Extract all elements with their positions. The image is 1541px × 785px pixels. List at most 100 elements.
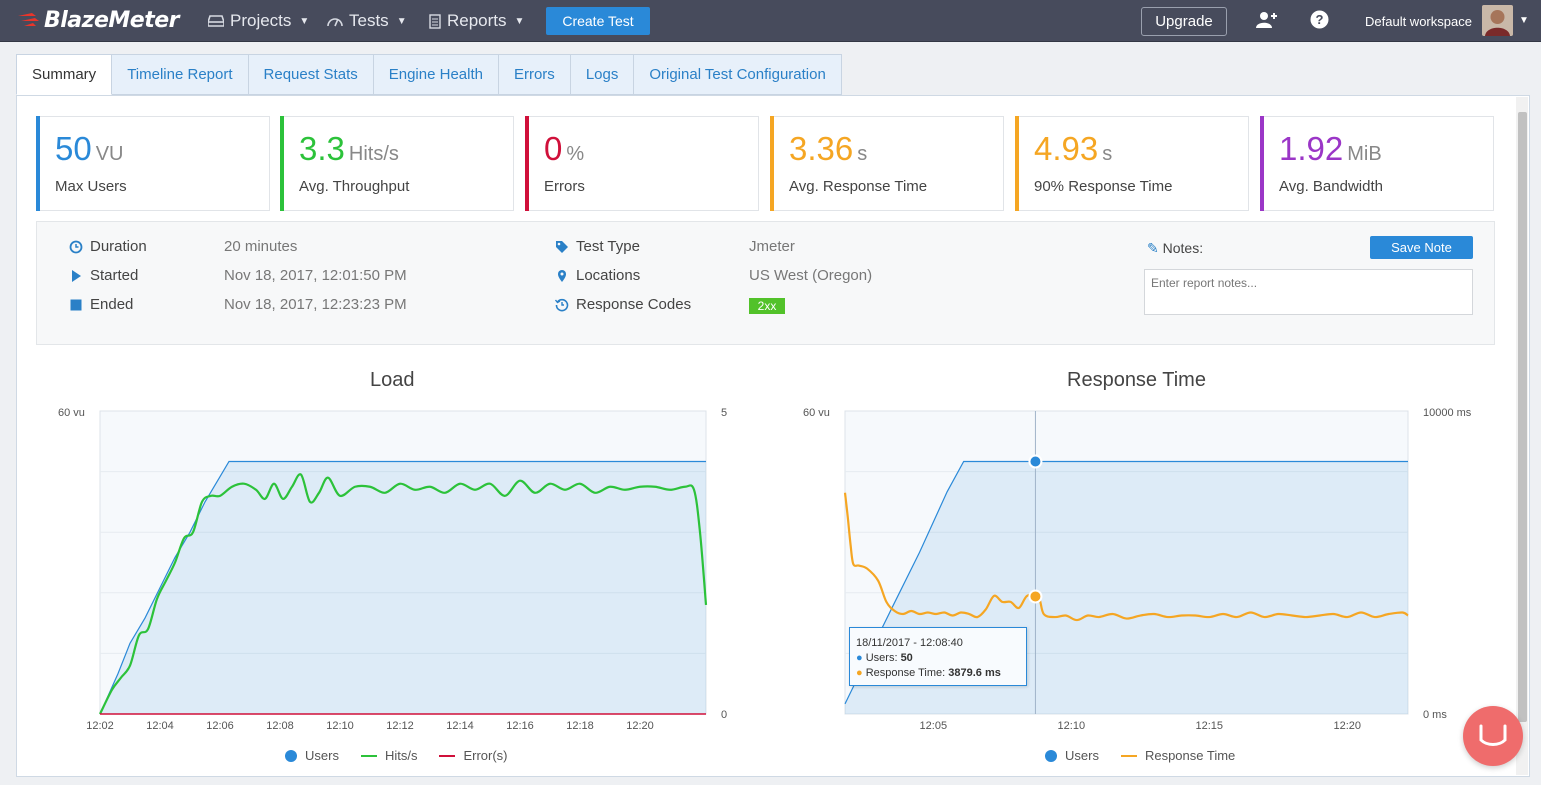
tab-logs[interactable]: Logs [570, 54, 635, 95]
load-chart-legend: Users Hits/s Error(s) [285, 748, 530, 763]
kpi-value: 3.3 Hits/s [299, 130, 399, 168]
notes-header: ✎ Notes: [1147, 240, 1203, 257]
locations-label: Locations [576, 267, 641, 284]
x-tick-label: 12:02 [86, 720, 114, 732]
ended-value: Nov 18, 2017, 12:23:23 PM [224, 296, 407, 313]
stop-icon [70, 299, 82, 310]
legend-users-label: Users [305, 748, 339, 763]
kpi-label: Errors [544, 178, 585, 195]
tooltip-users-row: ● Users: 50 [856, 651, 1020, 666]
brand-name: BlazeMeter [44, 7, 179, 33]
kpi-accent-bar [1015, 116, 1019, 211]
series-hits-s-line [99, 473, 708, 715]
kpi-avg-bandwidth: 1.92 MiB Avg. Bandwidth [1260, 116, 1494, 211]
create-test-button[interactable]: Create Test [546, 7, 650, 35]
kpi-accent-bar [1260, 116, 1264, 211]
kpi-number: 0 [544, 130, 563, 167]
tooltip-time: 18/11/2017 - 12:08:40 [856, 637, 963, 649]
legend-response-time-label: Response Time [1144, 748, 1236, 763]
legend-hits-label: Hits/s [384, 748, 418, 763]
chevron-down-icon[interactable]: ▼ [1519, 15, 1529, 26]
response-codes-row: Response Codes [554, 296, 691, 313]
save-note-button[interactable]: Save Note [1370, 236, 1473, 259]
kpi-number: 3.36 [789, 130, 854, 167]
duration-label: Duration [90, 238, 147, 255]
nav-projects-label: Projects [230, 11, 292, 30]
kpi-unit: VU [95, 143, 124, 165]
response-time-chart-title: Response Time [1067, 369, 1206, 391]
user-photo-icon [1482, 5, 1513, 36]
x-tick-label: 12:16 [506, 720, 534, 732]
map-marker-icon [558, 269, 566, 282]
tab-engine-health[interactable]: Engine Health [373, 54, 499, 95]
tooltip-users-value: 50 [900, 652, 913, 664]
rt-chart-legend: Users Response Time [1045, 748, 1257, 763]
nav-reports[interactable]: Reports ▼ [429, 11, 524, 31]
x-tick-label: 12:06 [206, 720, 234, 732]
test-type-value: Jmeter [749, 238, 795, 255]
nav-tests-label: Tests [349, 11, 389, 30]
response-codes-label: Response Codes [576, 296, 692, 313]
started-label: Started [90, 267, 139, 284]
tab-request-stats[interactable]: Request Stats [248, 54, 374, 95]
tab-errors[interactable]: Errors [498, 54, 571, 95]
nav-projects[interactable]: Projects ▼ [208, 11, 309, 31]
legend-response-time[interactable]: Response Time [1120, 748, 1236, 763]
notes-textarea[interactable] [1144, 269, 1473, 315]
avatar[interactable] [1482, 5, 1513, 36]
legend-users[interactable]: Users [1045, 748, 1099, 763]
workspace-selector[interactable]: Default workspace [1365, 14, 1472, 29]
x-tick-label: 12:04 [146, 720, 174, 732]
series-users-area [100, 461, 706, 714]
nav-tests[interactable]: Tests ▼ [327, 11, 407, 31]
flame-icon [18, 13, 39, 26]
legend-errors[interactable]: Error(s) [439, 748, 508, 763]
legend-errors-label: Error(s) [463, 748, 508, 763]
tab-summary[interactable]: Summary [16, 54, 113, 95]
kpi-number: 50 [55, 130, 92, 167]
add-user-icon[interactable] [1256, 10, 1278, 30]
kpi-accent-bar [280, 116, 284, 211]
line-icon [439, 754, 456, 757]
x-tick-label: 12:08 [266, 720, 294, 732]
load-left-axis-max: 60 vu [58, 407, 85, 419]
kpi-label: Max Users [55, 178, 127, 195]
legend-users-label: Users [1065, 748, 1099, 763]
kpi-max-users: 50 VU Max Users [36, 116, 270, 211]
x-tick-label: 12:18 [566, 720, 594, 732]
tab-original-test-configuration[interactable]: Original Test Configuration [634, 54, 842, 95]
dot-icon: ● [856, 667, 863, 679]
history-icon [554, 298, 569, 311]
rt-right-axis-max: 10000 ms [1423, 407, 1472, 419]
kpi-unit: Hits/s [348, 143, 399, 165]
svg-text:?: ? [1316, 12, 1324, 27]
blazemeter-logo[interactable]: BlazeMeter [18, 6, 179, 34]
legend-users[interactable]: Users [285, 748, 339, 763]
kpi-value: 4.93 s [1034, 130, 1112, 168]
kpi-label: 90% Response Time [1034, 178, 1173, 195]
legend-hits[interactable]: Hits/s [360, 748, 418, 763]
chevron-down-icon: ▼ [299, 15, 310, 27]
locations-row: Locations [554, 267, 640, 284]
chat-launcher-button[interactable] [1463, 706, 1523, 766]
notes-label: Notes: [1162, 240, 1204, 256]
kpi-label: Avg. Bandwidth [1279, 178, 1383, 195]
help-icon[interactable]: ? [1310, 10, 1329, 29]
rt-left-axis-max: 60 vu [803, 407, 830, 419]
kpi-value: 1.92 MiB [1279, 130, 1382, 168]
locations-value: US West (Oregon) [749, 267, 873, 284]
tab-timeline-report[interactable]: Timeline Report [112, 54, 249, 95]
kpi-accent-bar [525, 116, 529, 211]
clock-icon [69, 240, 83, 253]
upgrade-button[interactable]: Upgrade [1141, 7, 1227, 36]
chevron-down-icon: ▼ [514, 15, 525, 27]
scrollbar-thumb[interactable] [1518, 112, 1527, 722]
chat-icon [1479, 724, 1507, 746]
kpi-unit: % [566, 143, 585, 165]
load-right-axis-max: 5 [721, 407, 728, 419]
kpi-unit: s [857, 143, 868, 165]
kpi-unit: s [1102, 143, 1113, 165]
test-type-row: Test Type [554, 238, 640, 255]
kpi-value: 0% [544, 130, 584, 168]
